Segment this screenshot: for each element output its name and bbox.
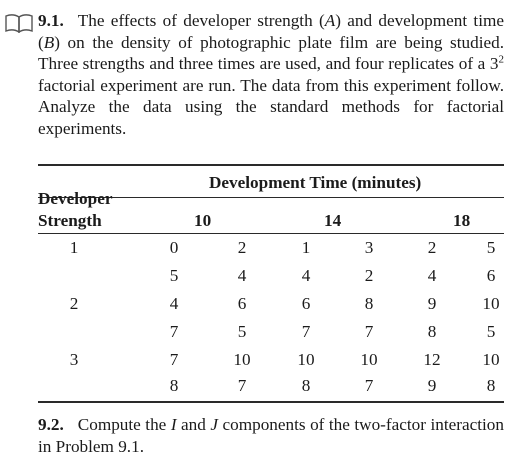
table-cell: 10 — [297, 350, 315, 369]
table-cell: 9 — [427, 294, 437, 313]
problem-number: 9.2. — [38, 415, 64, 434]
table-cell: 10 — [233, 350, 251, 369]
table-cell: 8 — [364, 294, 374, 313]
table-cell: 10 — [482, 350, 500, 369]
book-icon — [5, 14, 33, 33]
table-cell: 7 — [237, 376, 247, 395]
table-cell: 5 — [486, 322, 496, 341]
problem-text: The effects of developer strength ( — [77, 11, 325, 30]
time-header-14: 14 — [324, 211, 342, 230]
table-cell: 6 — [301, 294, 311, 313]
table-cell: 0 — [169, 238, 179, 257]
table-cell: 10 — [360, 350, 378, 369]
problem-9-1: 9.1. The effects of developer strength (A… — [38, 10, 504, 139]
table-cell: 7 — [301, 322, 311, 341]
strength-label: 1 — [69, 238, 79, 257]
factor-a: A — [324, 11, 336, 30]
table-cell: 9 — [427, 376, 437, 395]
time-header-18: 18 — [453, 211, 471, 230]
problem-number: 9.1. — [38, 11, 64, 30]
table-cell: 4 — [301, 266, 311, 285]
table-cell: 5 — [486, 238, 496, 257]
problem-text: Compute the — [77, 415, 171, 434]
problem-text: factorial experiment are run. The data f… — [38, 75, 504, 138]
row-header-line1: Developer — [38, 189, 113, 208]
header-group-rule — [38, 197, 504, 198]
table-cell: 5 — [237, 322, 247, 341]
table-cell: 5 — [169, 266, 179, 285]
component-i: I — [170, 415, 177, 434]
table-cell: 6 — [486, 266, 496, 285]
time-header-10: 10 — [194, 211, 212, 230]
problem-text: and — [176, 415, 211, 434]
table-cell: 2 — [427, 238, 437, 257]
table-cell: 7 — [364, 322, 374, 341]
table-cell: 8 — [427, 322, 437, 341]
table-cell: 7 — [364, 376, 374, 395]
table-top-rule — [38, 164, 504, 166]
table-cell: 6 — [237, 294, 247, 313]
table-cell: 8 — [169, 376, 179, 395]
problem-9-2: 9.2. Compute the I and J components of th… — [38, 414, 504, 457]
column-group-header: Development Time (minutes) — [209, 173, 422, 192]
table-cell: 2 — [237, 238, 247, 257]
table-cell: 1 — [301, 238, 311, 257]
table-cell: 4 — [169, 294, 179, 313]
table-cell: 2 — [364, 266, 374, 285]
strength-label: 3 — [69, 350, 79, 369]
header-bottom-rule — [38, 233, 504, 234]
table-cell: 7 — [169, 350, 179, 369]
table-cell: 3 — [364, 238, 374, 257]
problem-text: components of the two-factor interaction… — [38, 415, 504, 456]
table-bottom-rule — [38, 401, 504, 403]
table-cell: 12 — [423, 350, 441, 369]
strength-label: 2 — [69, 294, 79, 313]
table-cell: 10 — [482, 294, 500, 313]
problem-text: ) on the density of photographic plate f… — [38, 32, 504, 74]
factor-b: B — [43, 32, 55, 52]
exponent: 2 — [498, 53, 505, 66]
problem-text: ) and development time ( — [38, 11, 504, 52]
table-cell: 8 — [486, 376, 496, 395]
component-j: J — [210, 415, 219, 434]
table-cell: 8 — [301, 376, 311, 395]
table-cell: 4 — [237, 266, 247, 285]
table-cell: 7 — [169, 322, 179, 341]
table-cell: 4 — [427, 266, 437, 285]
row-header-line2: Strength — [38, 211, 102, 230]
